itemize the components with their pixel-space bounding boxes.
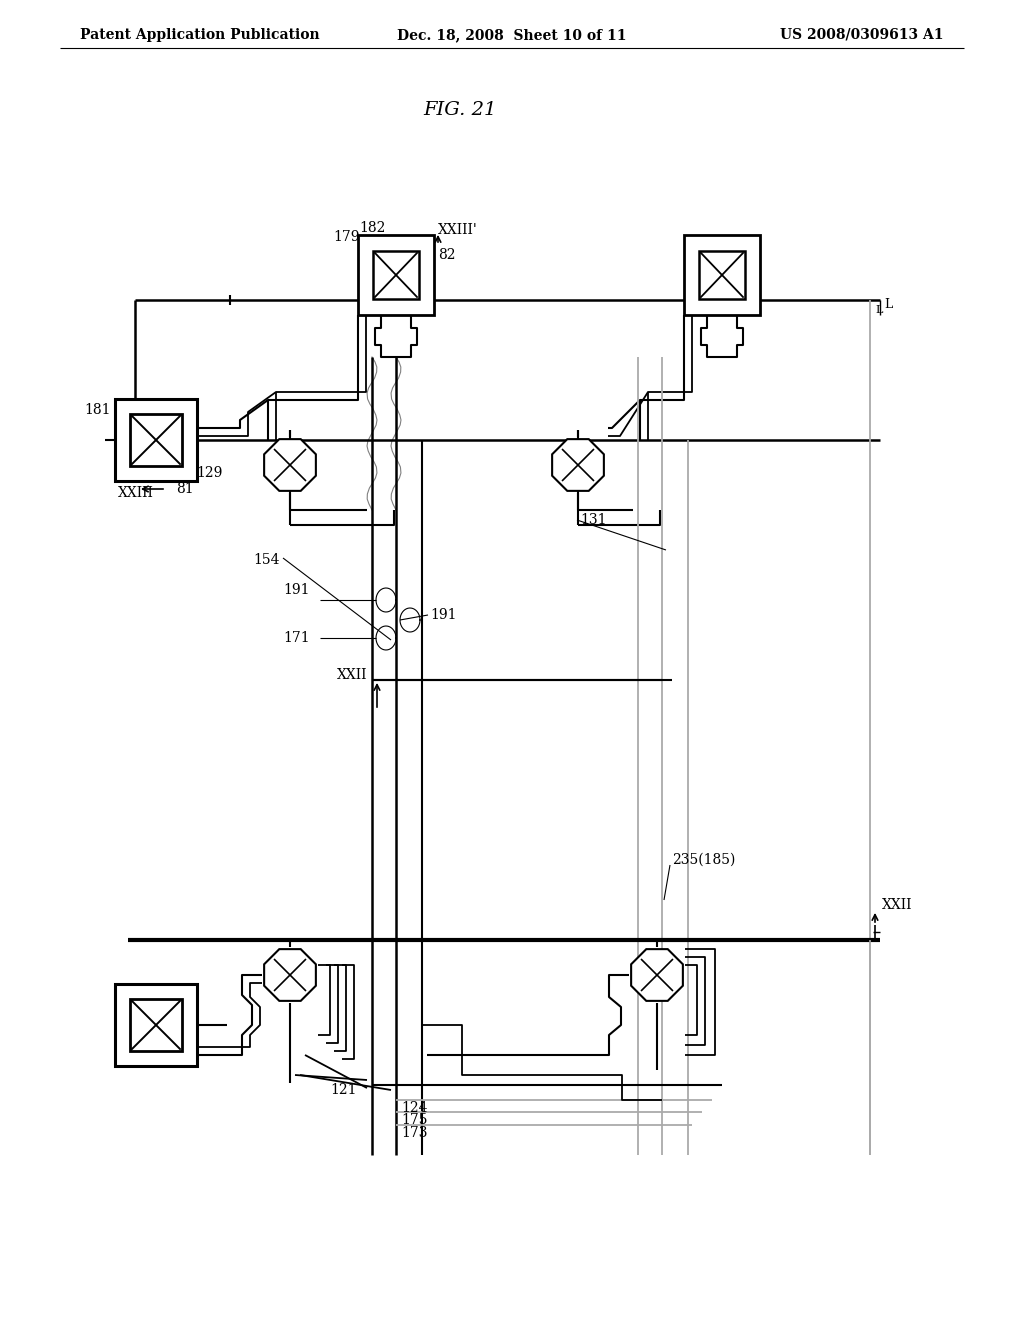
Bar	[115, 983, 197, 1067]
Polygon shape	[552, 440, 604, 491]
Text: FIG. 21: FIG. 21	[423, 102, 497, 119]
Text: 182: 182	[359, 220, 386, 235]
Text: XXII: XXII	[337, 668, 367, 682]
Text: 121: 121	[331, 1082, 357, 1097]
Bar	[699, 251, 745, 300]
Text: 81: 81	[176, 482, 194, 496]
Text: 171: 171	[284, 631, 310, 645]
Bar	[130, 414, 182, 466]
Text: Patent Application Publication: Patent Application Publication	[80, 28, 319, 42]
Text: XXII: XXII	[882, 898, 912, 912]
Bar	[130, 999, 182, 1051]
Text: 175: 175	[401, 1113, 427, 1127]
Polygon shape	[264, 440, 315, 491]
Text: 131: 131	[580, 513, 606, 527]
Text: L: L	[874, 305, 883, 315]
Polygon shape	[631, 949, 683, 1001]
Text: 124: 124	[401, 1101, 427, 1115]
Text: XXIII': XXIII'	[438, 223, 478, 238]
Text: 82: 82	[438, 248, 456, 261]
Text: 173: 173	[401, 1126, 427, 1140]
Bar	[115, 399, 197, 480]
Text: 179: 179	[334, 230, 360, 244]
Text: 235(185): 235(185)	[672, 853, 735, 867]
Text: 129: 129	[196, 466, 222, 480]
Text: Dec. 18, 2008  Sheet 10 of 11: Dec. 18, 2008 Sheet 10 of 11	[397, 28, 627, 42]
Bar	[373, 251, 419, 300]
Text: 191: 191	[284, 583, 310, 597]
Text: 181: 181	[85, 403, 111, 417]
Bar	[684, 235, 760, 315]
Text: L: L	[884, 298, 892, 312]
Text: 154: 154	[254, 553, 280, 568]
Text: XXIII: XXIII	[118, 486, 154, 500]
Text: 191: 191	[430, 609, 457, 622]
Text: US 2008/0309613 A1: US 2008/0309613 A1	[780, 28, 944, 42]
Polygon shape	[264, 949, 315, 1001]
Bar	[358, 235, 434, 315]
